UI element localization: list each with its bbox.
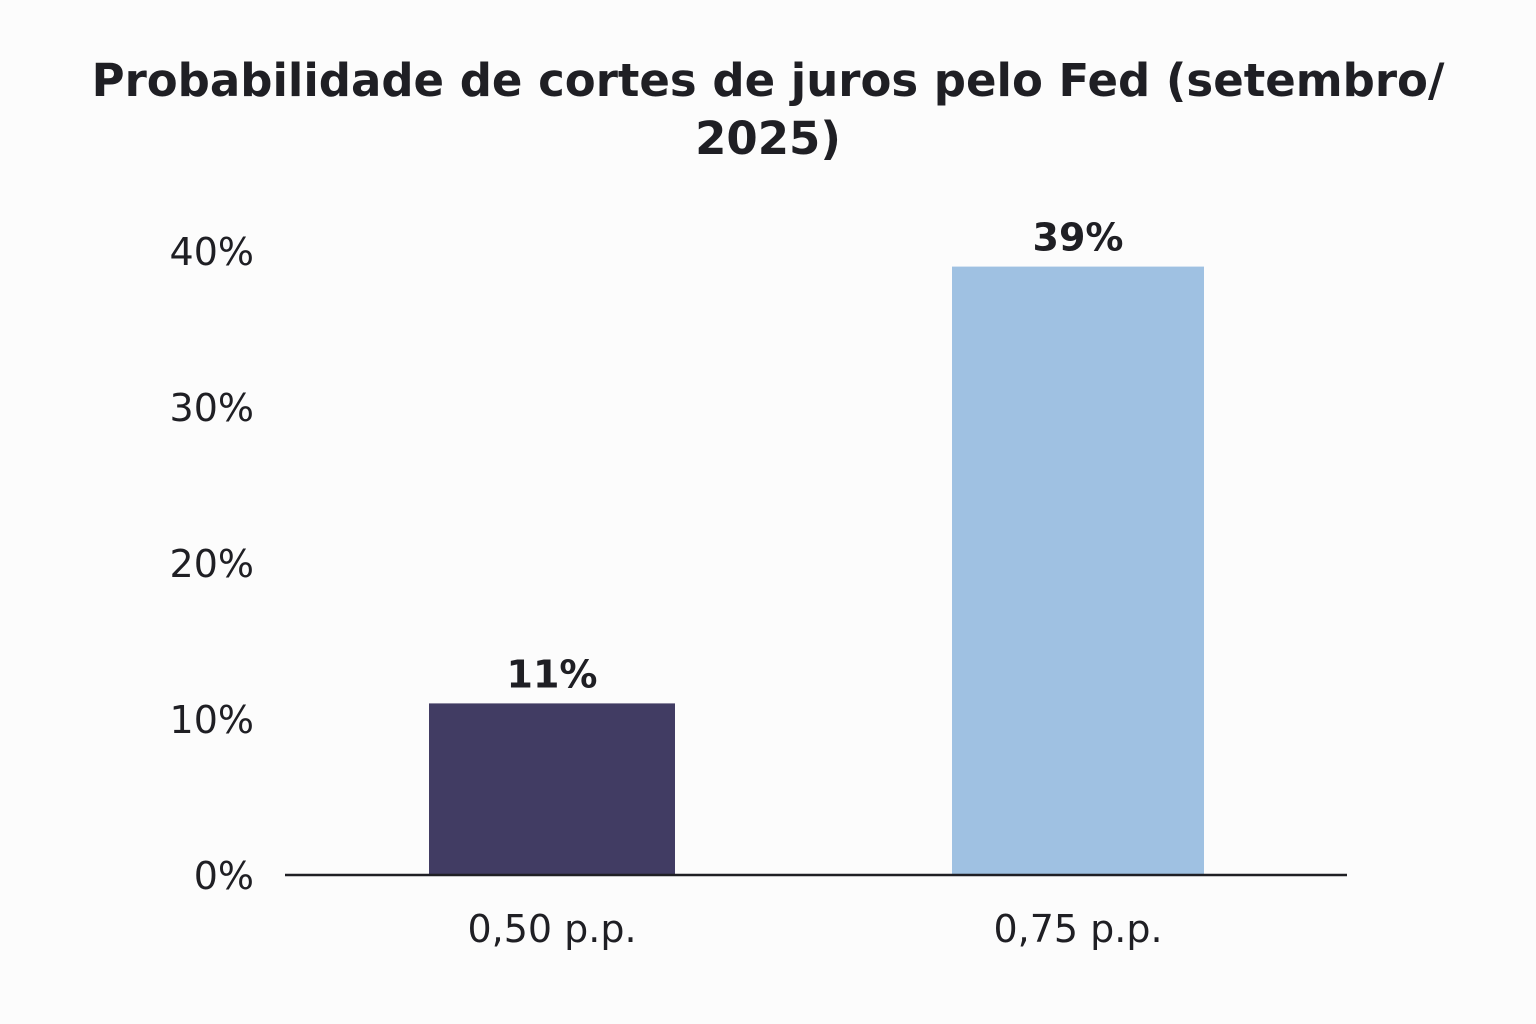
bar xyxy=(429,703,675,875)
y-tick-label: 40% xyxy=(170,230,254,274)
bars: 11% 39% xyxy=(429,216,1204,876)
x-tick-label: 0,75 p.p. xyxy=(993,907,1162,951)
y-axis: 0% 10% 20% 30% 40% xyxy=(170,230,254,898)
y-tick-label: 0% xyxy=(194,854,254,898)
bar-value-label: 39% xyxy=(1033,216,1124,260)
chart-title-line-1: Probabilidade de cortes de juros pelo Fe… xyxy=(91,54,1445,107)
y-tick-label: 20% xyxy=(170,542,254,586)
x-tick-label: 0,50 p.p. xyxy=(467,907,636,951)
chart-title: Probabilidade de cortes de juros pelo Fe… xyxy=(0,52,1536,168)
y-tick-label: 10% xyxy=(170,698,254,742)
y-tick-label: 30% xyxy=(170,386,254,430)
chart-title-line-2: 2025) xyxy=(695,112,841,165)
bar xyxy=(952,266,1204,876)
x-axis: 0,50 p.p. 0,75 p.p. xyxy=(467,907,1162,951)
bar-value-label: 11% xyxy=(507,652,598,696)
